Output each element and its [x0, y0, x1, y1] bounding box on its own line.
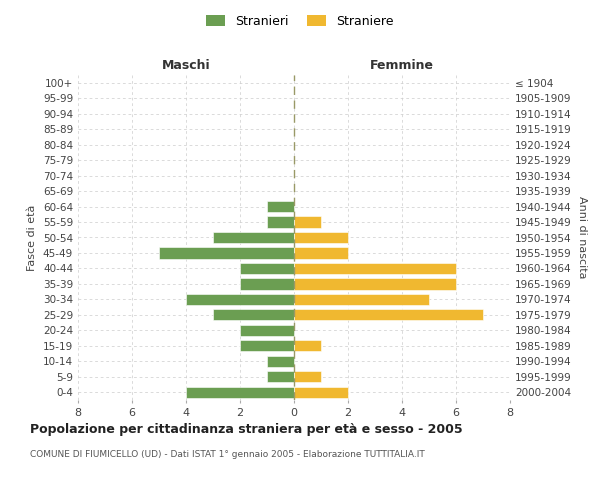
Bar — [240, 263, 294, 274]
Legend: Stranieri, Straniere: Stranieri, Straniere — [203, 11, 397, 32]
Y-axis label: Fasce di età: Fasce di età — [28, 204, 37, 270]
Bar — [294, 232, 348, 243]
Bar — [294, 340, 321, 351]
Bar — [186, 386, 294, 398]
Text: Maschi: Maschi — [161, 59, 211, 72]
Bar — [294, 310, 483, 320]
Bar — [294, 371, 321, 382]
Text: Popolazione per cittadinanza straniera per età e sesso - 2005: Popolazione per cittadinanza straniera p… — [30, 422, 463, 436]
Bar — [267, 216, 294, 228]
Text: COMUNE DI FIUMICELLO (UD) - Dati ISTAT 1° gennaio 2005 - Elaborazione TUTTITALIA: COMUNE DI FIUMICELLO (UD) - Dati ISTAT 1… — [30, 450, 425, 459]
Y-axis label: Anni di nascita: Anni di nascita — [577, 196, 587, 279]
Bar — [240, 340, 294, 351]
Bar — [267, 371, 294, 382]
Bar — [267, 201, 294, 212]
Bar — [159, 248, 294, 258]
Bar — [240, 278, 294, 289]
Bar — [294, 216, 321, 228]
Bar — [294, 386, 348, 398]
Bar — [186, 294, 294, 305]
Bar — [213, 310, 294, 320]
Bar — [294, 294, 429, 305]
Bar — [240, 325, 294, 336]
Bar — [294, 278, 456, 289]
Bar — [267, 356, 294, 367]
Bar — [213, 232, 294, 243]
Text: Femmine: Femmine — [370, 59, 434, 72]
Bar — [294, 263, 456, 274]
Bar — [294, 248, 348, 258]
